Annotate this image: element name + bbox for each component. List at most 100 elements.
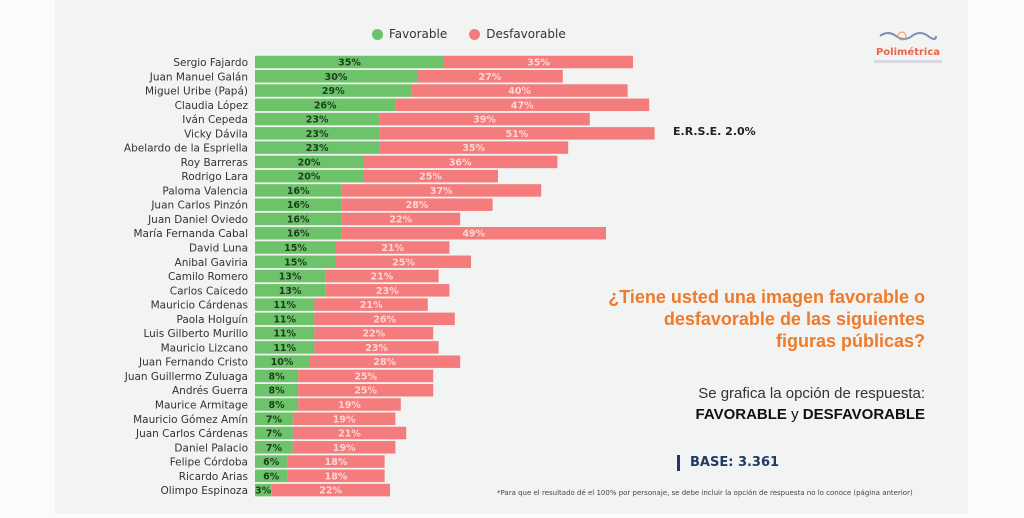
data-label-favorable: 35% xyxy=(338,58,361,69)
bar-desfavorable xyxy=(287,469,385,483)
bar-favorable xyxy=(255,155,363,169)
bar-favorable xyxy=(255,441,293,454)
bar-favorable xyxy=(255,284,326,297)
note-line2: FAVORABLE y DESFAVORABLE xyxy=(696,406,925,423)
category-label: Carlos Caicedo xyxy=(170,285,248,297)
data-label-favorable: 20% xyxy=(298,157,321,168)
bar-desfavorable xyxy=(292,441,396,454)
category-label: Juan Fernando Cristo xyxy=(138,357,248,369)
data-label-favorable: 11% xyxy=(273,314,296,325)
logo-text: Polimétrica xyxy=(875,47,941,58)
data-label-desfavorable: 25% xyxy=(419,172,442,183)
category-label: Juan Carlos Cárdenas xyxy=(135,428,248,440)
bar-favorable xyxy=(255,255,336,269)
data-label-favorable: 13% xyxy=(279,272,302,283)
data-label-favorable: 15% xyxy=(284,257,307,268)
bar-desfavorable xyxy=(271,483,390,497)
data-label-favorable: 23% xyxy=(306,129,329,140)
data-label-desfavorable: 27% xyxy=(479,72,502,83)
category-label: Mauricio Lizcano xyxy=(161,342,248,354)
category-label: Anibal Gaviria xyxy=(175,257,248,269)
data-label-desfavorable: 39% xyxy=(473,115,496,126)
bar-favorable xyxy=(255,369,299,383)
legend-swatch-desfavorable xyxy=(469,28,481,40)
bar-desfavorable xyxy=(363,155,558,169)
category-label: Abelardo de la Espriella xyxy=(124,143,248,155)
bar-favorable xyxy=(255,55,444,69)
data-label-desfavorable: 26% xyxy=(373,314,396,325)
data-label-favorable: 11% xyxy=(273,300,296,311)
bar-desfavorable xyxy=(379,112,590,126)
category-label: Iván Cepeda xyxy=(182,114,248,126)
bar-desfavorable xyxy=(287,455,385,468)
category-label: Juan Daniel Oviedo xyxy=(147,214,248,226)
category-label: Vicky Dávila xyxy=(184,128,248,140)
bar-desfavorable xyxy=(341,184,542,197)
bar-desfavorable xyxy=(292,412,396,425)
data-label-desfavorable: 21% xyxy=(381,243,404,254)
note-fav: FAVORABLE xyxy=(695,406,787,423)
bar-favorable xyxy=(255,483,272,497)
category-label: Ricardo Arias xyxy=(179,471,248,483)
legend-swatch-favorable xyxy=(372,28,383,40)
bar-favorable xyxy=(255,141,380,154)
data-label-desfavorable: 37% xyxy=(430,186,453,197)
bar-desfavorable xyxy=(298,369,434,383)
bar-desfavorable xyxy=(444,55,633,69)
data-label-favorable: 11% xyxy=(273,329,296,340)
bar-desfavorable xyxy=(325,284,450,297)
bar-desfavorable xyxy=(314,341,439,354)
data-label-favorable: 16% xyxy=(287,214,310,225)
bar-favorable xyxy=(255,184,342,197)
bar-desfavorable xyxy=(336,255,471,269)
erse-label: E.R.S.E. 2.0% xyxy=(673,125,756,138)
data-label-desfavorable: 23% xyxy=(376,286,399,297)
data-label-favorable: 6% xyxy=(263,457,280,468)
data-label-favorable: 8% xyxy=(269,400,286,411)
data-label-desfavorable: 23% xyxy=(365,343,388,354)
bar-favorable xyxy=(255,298,315,311)
data-label-favorable: 3% xyxy=(255,486,272,497)
data-label-desfavorable: 35% xyxy=(527,58,550,69)
bar-favorable xyxy=(255,269,326,283)
data-label-favorable: 15% xyxy=(284,243,307,254)
bar-desfavorable xyxy=(314,298,428,311)
data-label-desfavorable: 28% xyxy=(406,200,429,211)
legend-item-desfavorable: Desfavorable xyxy=(469,27,566,41)
bar-favorable xyxy=(255,426,293,440)
bar-favorable xyxy=(255,312,315,326)
bar-favorable xyxy=(255,98,396,112)
bar-favorable xyxy=(255,241,336,254)
bar-favorable xyxy=(255,226,342,240)
data-label-favorable: 7% xyxy=(266,414,283,425)
data-label-favorable: 16% xyxy=(287,200,310,211)
bar-desfavorable xyxy=(363,169,498,183)
bar-favorable xyxy=(255,455,288,468)
data-label-desfavorable: 47% xyxy=(511,100,534,111)
data-label-favorable: 10% xyxy=(271,357,294,368)
data-label-desfavorable: 25% xyxy=(354,386,377,397)
bar-desfavorable xyxy=(411,84,628,97)
category-label: Felipe Córdoba xyxy=(170,457,248,469)
data-label-desfavorable: 40% xyxy=(508,86,531,97)
base-label: BASE: 3.361 xyxy=(677,455,779,471)
bar-favorable xyxy=(255,84,412,97)
category-label: Paloma Valencia xyxy=(162,185,248,197)
bar-desfavorable xyxy=(341,226,606,240)
bar-desfavorable xyxy=(379,127,655,140)
bar-favorable xyxy=(255,469,288,483)
category-label: Claudia López xyxy=(175,100,249,112)
bar-favorable xyxy=(255,198,342,211)
bar-desfavorable xyxy=(341,198,493,211)
data-label-favorable: 8% xyxy=(269,386,286,397)
category-label: Paola Holguín xyxy=(176,314,248,326)
data-label-favorable: 8% xyxy=(269,371,286,382)
bar-favorable xyxy=(255,127,380,140)
note-y: y xyxy=(786,406,803,423)
data-label-desfavorable: 21% xyxy=(360,300,383,311)
data-label-desfavorable: 51% xyxy=(506,129,529,140)
bar-favorable xyxy=(255,355,309,368)
bar-desfavorable xyxy=(379,141,569,154)
logo-wave-icon xyxy=(879,31,937,41)
